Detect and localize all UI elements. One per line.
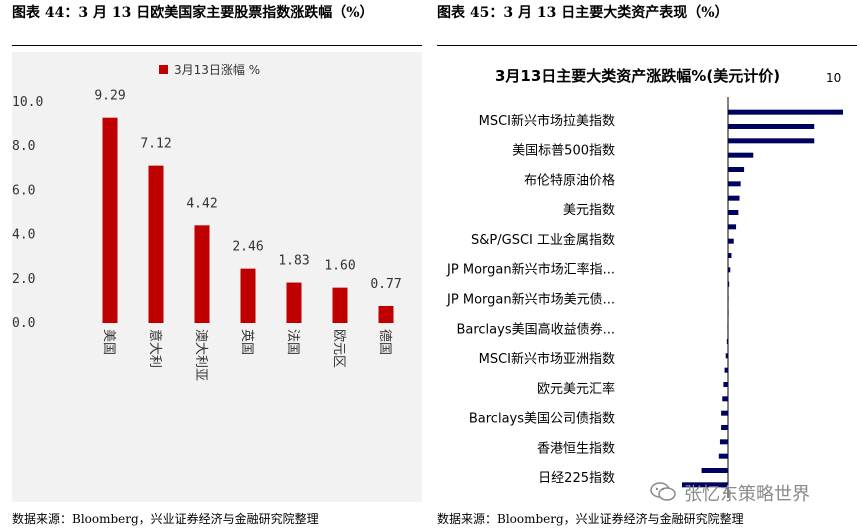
bar-15 — [727, 324, 729, 330]
bar-18 — [724, 367, 728, 373]
bar-6 — [378, 305, 394, 323]
category-label: 布伦特原油价格 — [524, 172, 615, 188]
bar-24 — [718, 453, 728, 459]
value-label: 0.77 — [370, 277, 401, 292]
category-label: 日经225指数 — [538, 471, 615, 486]
value-label: 2.46 — [232, 240, 263, 255]
category-label: 美国 — [101, 329, 116, 355]
bar-16 — [726, 339, 728, 344]
category-label: 意大利 — [147, 329, 163, 368]
y-tick-label: 6.0 — [12, 183, 35, 198]
y-tick-label: 8.0 — [12, 139, 35, 154]
category-label: MSCI新兴市场亚洲指数 — [479, 351, 615, 367]
bar-4 — [728, 167, 745, 172]
chart-title: 3月13日主要大类资产涨跌幅%(美元计价) — [495, 67, 780, 85]
bar-21 — [721, 410, 728, 416]
bar-26 — [682, 482, 728, 488]
value-label: 1.60 — [324, 259, 355, 274]
watermark-text: 张忆东策略世界 — [684, 484, 810, 505]
category-label: 美元指数 — [563, 203, 615, 218]
bar-8 — [728, 224, 737, 230]
category-label: 美国标普500指数 — [512, 144, 615, 159]
category-label: MSCI新兴市场拉美指数 — [479, 113, 615, 129]
bar-0 — [102, 117, 118, 323]
bar-17 — [725, 353, 728, 359]
category-label: 欧元美元汇率 — [537, 381, 615, 397]
category-label: 英国 — [239, 329, 254, 355]
bar-3 — [728, 152, 754, 158]
bar-10 — [728, 253, 732, 258]
bar-20 — [722, 396, 728, 402]
value-label: 9.29 — [94, 89, 125, 104]
bar-25 — [701, 468, 728, 473]
bar-7 — [728, 210, 739, 215]
bar-1 — [148, 165, 164, 323]
category-label: Barclays美国公司债指数 — [469, 412, 615, 427]
y-tick-label: 0.0 — [12, 316, 35, 331]
category-label: JP Morgan新兴市场美元债... — [446, 292, 615, 308]
left-caption-rule — [12, 45, 422, 46]
bar-23 — [719, 439, 728, 445]
bar-4 — [286, 282, 302, 323]
left-figure-caption: 图表 44：3 月 13 日欧美国家主要股票指数涨跌幅（%） — [12, 5, 374, 21]
category-label: S&P/GSCI 工业金属指数 — [471, 232, 615, 248]
category-label: 香港恒生指数 — [537, 441, 615, 456]
bar-5 — [728, 181, 741, 187]
value-label: 1.83 — [278, 254, 309, 269]
right-chart-panel: 3月13日主要大类资产涨跌幅%(美元计价) 10 MSCI新兴市场拉美指数美国标… — [437, 52, 857, 502]
bar-12 — [728, 281, 730, 287]
bar-14 — [728, 310, 729, 316]
value-label: 7.12 — [140, 137, 171, 152]
bar-2 — [728, 138, 815, 144]
axis-top-label: 10 — [826, 71, 841, 85]
bar-13 — [728, 296, 729, 301]
y-tick-label: 4.0 — [12, 228, 35, 243]
category-label: JP Morgan新兴市场汇率指... — [446, 262, 615, 278]
category-label: 法国 — [285, 329, 300, 355]
category-label: 澳大利亚 — [193, 329, 209, 381]
bar-2 — [194, 225, 210, 323]
bar-22 — [721, 425, 728, 430]
left-chart-panel: 3月13日涨幅 % 0.0 2.0 4.0 6.0 8.0 10.0 9.29 7.12 4.… — [12, 52, 422, 502]
bar-6 — [728, 195, 740, 201]
y-tick-label: 2.0 — [12, 272, 35, 287]
right-figure-caption: 图表 45：3 月 13 日主要大类资产表现（%） — [437, 5, 729, 21]
bar-5 — [332, 287, 348, 323]
left-data-source: 数据来源：Bloomberg，兴业证券经济与金融研究院整理 — [12, 512, 319, 526]
category-label: 欧元区 — [331, 329, 346, 368]
category-label: 德国 — [377, 329, 392, 355]
category-label: Barclays美国高收益债券... — [456, 321, 615, 337]
right-data-source: 数据来源：Bloomberg，兴业证券经济与金融研究院整理 — [437, 512, 744, 526]
bar-19 — [723, 382, 728, 387]
asset-class-bar-chart: 3月13日主要大类资产涨跌幅%(美元计价) 10 MSCI新兴市场拉美指数美国标… — [446, 67, 843, 498]
bar-11 — [728, 267, 731, 273]
legend-swatch — [159, 65, 168, 74]
equity-index-bar-chart: 3月13日涨幅 % 0.0 2.0 4.0 6.0 8.0 10.0 9.29 7.12 4.… — [12, 62, 402, 381]
bar-0 — [728, 109, 843, 115]
bar-3 — [240, 268, 256, 323]
bar-9 — [728, 238, 734, 244]
right-caption-rule — [437, 45, 857, 46]
legend-label: 3月13日涨幅 % — [174, 62, 260, 77]
bar-1 — [728, 124, 815, 129]
value-label: 4.42 — [186, 196, 217, 211]
y-tick-label: 10.0 — [12, 95, 43, 110]
wechat-icon — [650, 482, 676, 501]
